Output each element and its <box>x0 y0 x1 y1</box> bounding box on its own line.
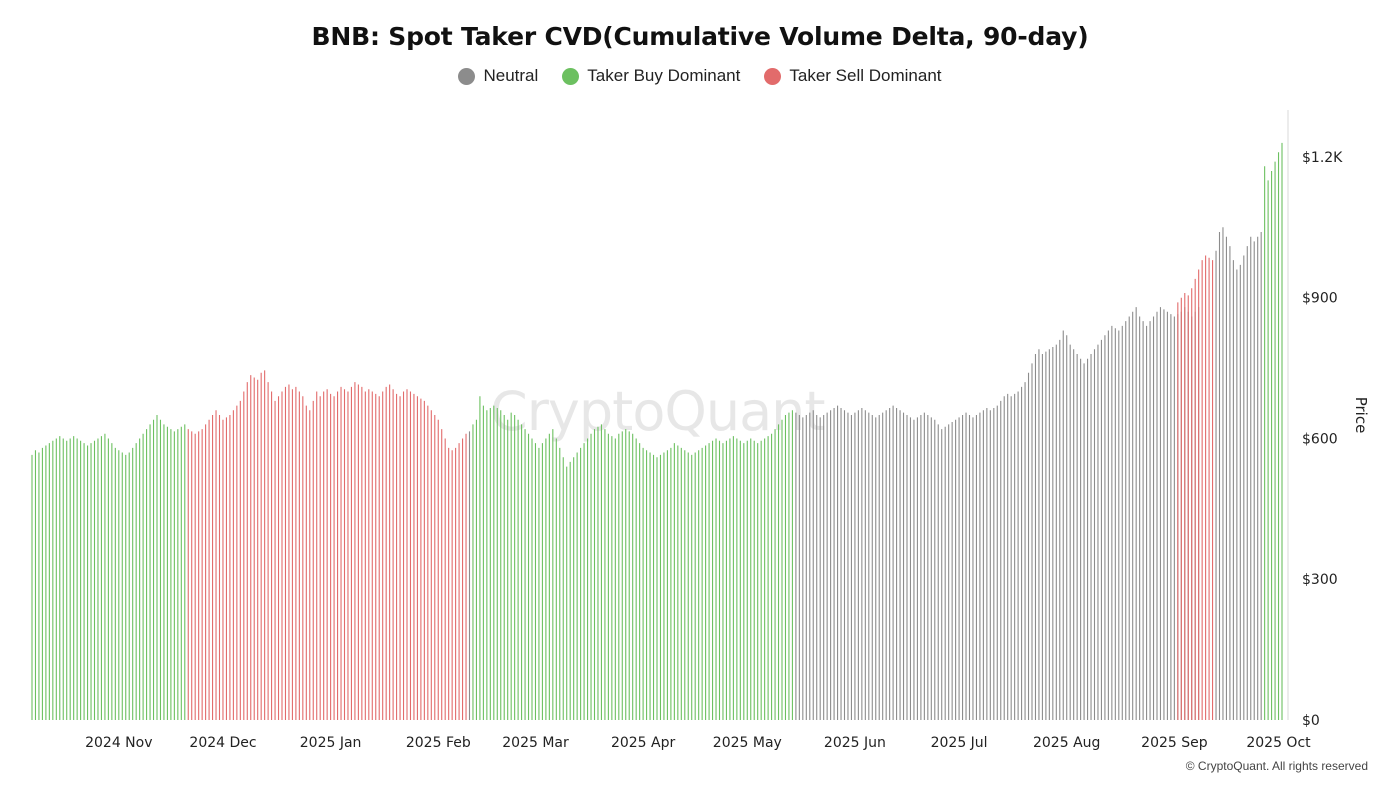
y-tick-label: $0 <box>1302 713 1320 729</box>
x-tick-label: 2025 Sep <box>1141 735 1208 751</box>
y-tick-label: $600 <box>1302 432 1338 448</box>
legend-dot-buy-icon <box>562 67 580 85</box>
legend-item-sell[interactable]: Taker Sell Dominant <box>764 66 942 86</box>
legend-item-neutral[interactable]: Neutral <box>458 66 538 86</box>
x-tick-label: 2025 Aug <box>1033 735 1100 751</box>
legend-dot-neutral-icon <box>458 67 476 85</box>
legend: Neutral Taker Buy Dominant Taker Sell Do… <box>0 66 1400 86</box>
x-tick-label: 2025 Oct <box>1246 735 1311 751</box>
y-tick-label: $300 <box>1302 572 1338 588</box>
x-tick-label: 2024 Nov <box>85 735 152 751</box>
y-axis-title: Price <box>1352 397 1370 434</box>
bar-group <box>31 142 1283 720</box>
copyright-notice: © CryptoQuant. All rights reserved <box>1185 759 1368 773</box>
x-tick-label: 2025 May <box>713 735 782 751</box>
legend-dot-sell-icon <box>764 67 782 85</box>
x-tick-label: 2025 Jan <box>300 735 362 751</box>
x-tick-label: 2025 Feb <box>406 735 471 751</box>
x-tick-label: 2024 Dec <box>189 735 256 751</box>
y-tick-label: $1.2K <box>1302 150 1343 166</box>
y-tick-label: $900 <box>1302 291 1338 307</box>
x-axis: 2024 Nov 2024 Dec 2025 Jan 2025 Feb 2025 Mar… <box>85 735 1311 751</box>
legend-item-buy[interactable]: Taker Buy Dominant <box>562 66 740 86</box>
chart-title: BNB: Spot Taker CVD(Cumulative Volume De… <box>311 22 1089 51</box>
y-axis: $0 $300 $600 $900 $1.2K <box>1302 150 1343 729</box>
x-tick-label: 2025 Apr <box>611 735 676 751</box>
x-tick-label: 2025 Jul <box>931 735 988 751</box>
x-tick-label: 2025 Mar <box>502 735 569 751</box>
watermark: CryptoQuant <box>490 380 826 443</box>
x-tick-label: 2025 Jun <box>824 735 886 751</box>
legend-label-sell: Taker Sell Dominant <box>789 66 942 85</box>
legend-label-buy: Taker Buy Dominant <box>587 66 741 85</box>
legend-label-neutral: Neutral <box>483 66 539 85</box>
